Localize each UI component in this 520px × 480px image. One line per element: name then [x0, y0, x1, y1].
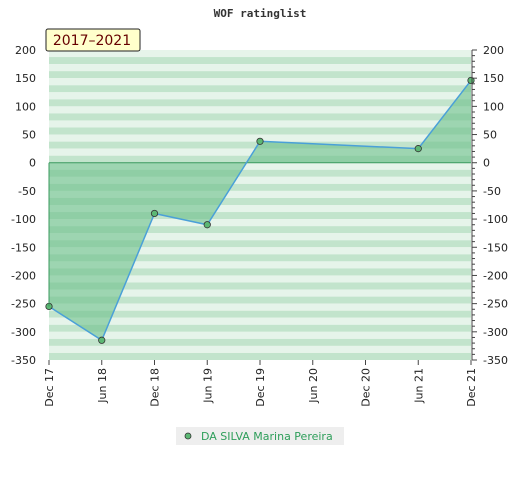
grid-band: [49, 317, 471, 325]
grid-band: [49, 303, 471, 311]
series-area: [49, 80, 471, 341]
data-point: [256, 137, 264, 145]
y-tick-label-right: -300: [483, 326, 508, 339]
grid-band: [49, 205, 471, 213]
data-point: [98, 336, 106, 344]
y-tick-label-left: 100: [15, 100, 36, 113]
grid-band: [49, 289, 471, 297]
grid-band: [49, 57, 471, 65]
grid-band: [49, 120, 471, 128]
grid-band: [49, 106, 471, 114]
y-tick-label-left: 0: [29, 157, 36, 170]
grid-band: [49, 254, 471, 262]
grid-band: [49, 176, 471, 184]
y-tick-label-right: -150: [483, 241, 508, 254]
grid-band: [49, 71, 471, 79]
data-point: [203, 221, 211, 229]
x-tick-label: Jun 19: [201, 368, 214, 404]
grid-band: [49, 226, 471, 234]
grid-band: [49, 324, 471, 332]
x-tick-label: Dec 18: [149, 368, 162, 407]
grid-band: [49, 331, 471, 339]
y-tick-label-right: 0: [483, 157, 490, 170]
y-tick-label-left: -50: [18, 185, 36, 198]
x-tick-label: Jun 18: [96, 368, 109, 404]
grid-band: [49, 338, 471, 346]
legend-marker-icon: [184, 432, 192, 440]
x-tick-label: Jun 20: [307, 368, 320, 404]
grid-band: [49, 169, 471, 177]
grid-band: [49, 113, 471, 121]
grid-band: [49, 310, 471, 318]
y-tick-label-right: 100: [483, 100, 504, 113]
y-tick-label-right: -350: [483, 354, 508, 367]
grid-band: [49, 282, 471, 290]
grid-band: [49, 183, 471, 191]
grid-band: [49, 92, 471, 100]
x-axis: Dec 17 Jun 18 Dec 18 Jun 19 Dec 19 Jun 20 Dec …: [43, 360, 478, 407]
grid-band: [49, 212, 471, 220]
y-tick-label-left: -200: [11, 269, 36, 282]
grid-band: [49, 127, 471, 135]
y-tick-label-right: -100: [483, 213, 508, 226]
grid-band: [49, 268, 471, 276]
period-badge: 2017–2021: [45, 28, 141, 52]
x-tick-label: Jun 21: [412, 368, 425, 404]
grid-band: [49, 190, 471, 198]
period-label: 2017–2021: [53, 33, 131, 49]
x-tick-label: Dec 19: [254, 368, 267, 407]
y-tick-label-left: 50: [22, 129, 36, 142]
y-tick-label-left: -150: [11, 241, 36, 254]
grid-band: [49, 219, 471, 227]
grid-band: [49, 50, 471, 58]
chart-title: WOF ratinglist: [214, 7, 307, 20]
x-tick-label: Dec 17: [43, 368, 56, 407]
y-tick-label-right: -50: [483, 185, 501, 198]
grid-band: [49, 162, 471, 170]
y-tick-label-left: -350: [11, 354, 36, 367]
grid-band: [49, 261, 471, 269]
data-point: [467, 76, 475, 85]
y-tick-label-right: 200: [483, 44, 504, 57]
y-tick-label-left: -100: [11, 213, 36, 226]
y-axis-left: 200 150 100 50 0 -50 -100 -150 -200 -250 -300 -350: [11, 44, 36, 367]
legend: DA SILVA Marina Pereira: [176, 427, 344, 445]
y-tick-label-right: -250: [483, 298, 508, 311]
data-point: [150, 209, 159, 218]
y-tick-label-right: 150: [483, 72, 504, 85]
grid-band: [49, 345, 471, 353]
grid-band: [49, 296, 471, 304]
grid-band: [49, 352, 471, 360]
grid-band: [49, 64, 471, 72]
x-tick-label: Dec 21: [465, 368, 478, 407]
grid-band: [49, 78, 471, 86]
y-tick-label-right: 50: [483, 129, 497, 142]
grid-band: [49, 247, 471, 255]
y-tick-label-left: -250: [11, 298, 36, 311]
grid-band: [49, 240, 471, 248]
y-tick-label-left: -300: [11, 326, 36, 339]
grid-band: [49, 99, 471, 107]
x-tick-label: Dec 20: [360, 368, 373, 407]
grid-band: [49, 197, 471, 205]
y-tick-label-left: 200: [15, 44, 36, 57]
grid-band: [49, 275, 471, 283]
legend-label: DA SILVA Marina Pereira: [201, 430, 333, 443]
y-tick-label-right: -200: [483, 269, 508, 282]
grid-band: [49, 233, 471, 241]
y-axis-right: 200 150 100 50 0 -50 -100 -150 -200 -250 -300 -350: [471, 44, 508, 367]
data-point: [414, 145, 422, 153]
grid-band: [49, 85, 471, 93]
y-tick-label-left: 150: [15, 72, 36, 85]
